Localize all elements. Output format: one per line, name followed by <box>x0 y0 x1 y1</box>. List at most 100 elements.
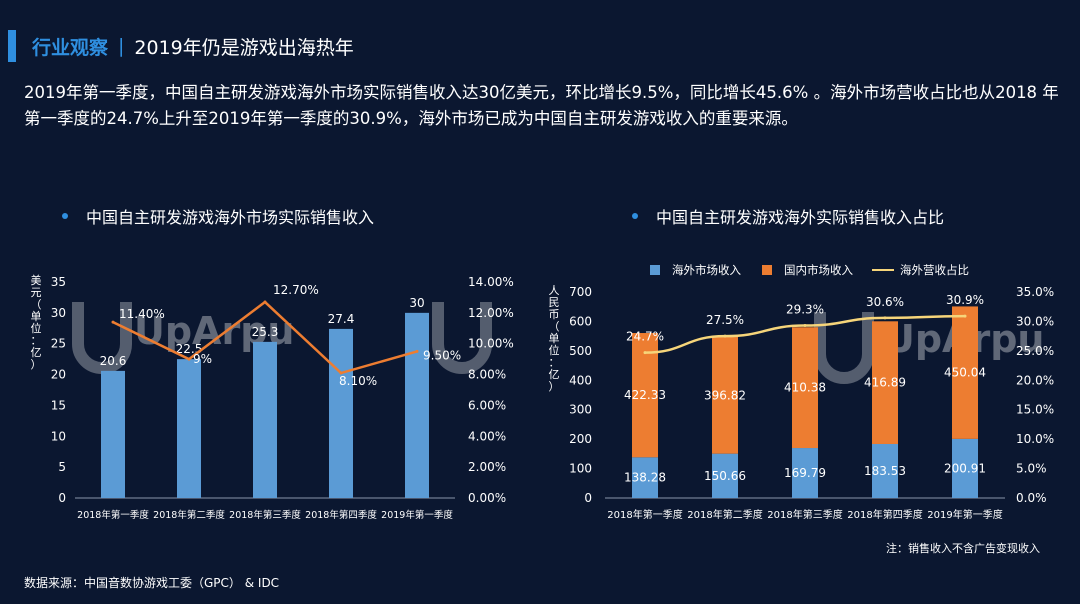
chart2-x-tick-label: 2018年第四季度 <box>847 508 922 521</box>
chart2-domestic-bar <box>712 336 738 454</box>
chart2-y-tick-label: 500 <box>569 344 592 358</box>
chart1-x-tick-label: 2018年第二季度 <box>153 509 225 521</box>
chart2-line-point <box>723 334 727 338</box>
chart1-y2-tick-label: 0.00% <box>468 491 506 505</box>
chart1-title-row: 中国自主研发游戏海外市场实际销售收入 <box>62 204 374 228</box>
legend-label: 海外市场收入 <box>672 263 741 277</box>
legend-swatch <box>762 265 772 275</box>
legend-label: 国内市场收入 <box>784 263 853 277</box>
chart2-domestic-bar <box>872 321 898 444</box>
chart1-x-tick-label: 2019年第一季度 <box>381 509 453 521</box>
chart1-bar <box>253 341 277 498</box>
chart2-title: 中国自主研发游戏海外实际销售收入占比 <box>656 208 945 227</box>
chart1-y-tick-label: 5 <box>58 460 66 474</box>
chart2-domestic-bar <box>952 306 978 439</box>
chart2-x-tick-label: 2018年第一季度 <box>607 508 682 521</box>
chart2-y-tick-label: 600 <box>569 314 592 328</box>
chart2-line-point <box>963 314 967 318</box>
chart1-line-label: 12.70% <box>273 283 319 297</box>
chart1-y2-tick-label: 4.00% <box>468 429 506 443</box>
header-tag: 行业观察 <box>32 36 109 59</box>
legend-swatch <box>650 265 660 275</box>
chart2-line-label: 24.7% <box>626 330 664 344</box>
chart1-line-point <box>111 320 115 324</box>
chart2-overseas-label: 183.53 <box>864 464 906 478</box>
chart1-title: 中国自主研发游戏海外市场实际销售收入 <box>86 208 375 227</box>
chart1-bar <box>329 328 353 498</box>
legend-label: 海外营收占比 <box>900 263 969 277</box>
chart2-y-tick-label: 300 <box>569 403 592 417</box>
chart1-y2-tick-label: 8.00% <box>468 368 506 382</box>
chart1-bar-label: 25.3 <box>252 325 279 339</box>
chart1-y2-tick-label: 10.00% <box>468 337 514 351</box>
chart1-y-tick-label: 25 <box>51 337 66 351</box>
chart2-line-point <box>643 351 647 355</box>
chart2-svg: 海外市场收入国内市场收入海外营收占比UpArpu0100200300400500… <box>549 263 1055 521</box>
chart1-y-tick-label: 35 <box>51 275 66 289</box>
chart2-line-label: 30.6% <box>866 295 904 309</box>
chart2-domestic-label: 450.04 <box>944 366 986 380</box>
chart2-overseas-label: 138.28 <box>624 471 666 485</box>
chart2-x-tick-label: 2018年第二季度 <box>687 508 762 521</box>
chart2-line-point <box>803 324 807 328</box>
chart1-y2-tick-label: 14.00% <box>468 275 514 289</box>
chart2-y2-tick-label: 20.0% <box>1016 373 1054 387</box>
watermark-logo-icon <box>72 302 132 374</box>
chart1-y-axis-label: 美元（单位：亿） <box>31 274 42 371</box>
chart1-y2-tick-label: 2.00% <box>468 460 506 474</box>
chart1-bar-label: 27.4 <box>328 312 355 326</box>
description-text: 2019年第一季度，中国自主研发游戏海外市场实际销售收入达30亿美元，环比增长9… <box>24 83 1059 128</box>
chart1-line-label: 8.10% <box>339 374 377 388</box>
page-title: 2019年仍是游戏出海热年 <box>134 36 354 59</box>
chart2-y2-tick-label: 0.0% <box>1016 491 1047 505</box>
chart2-y-tick-label: 400 <box>569 373 592 387</box>
chart2-overseas-bar <box>712 453 738 498</box>
chart2-domestic-label: 410.38 <box>784 381 826 395</box>
header-accent-bar <box>8 30 16 62</box>
data-source-footer: 数据来源：中国音数协游戏工委（GPC） & IDC <box>24 576 280 590</box>
chart2-y2-tick-label: 35.0% <box>1016 285 1054 299</box>
chart2-y2-tick-label: 30.0% <box>1016 314 1054 328</box>
chart-note: 注：销售收入不含广告变现收入 <box>886 542 1040 555</box>
watermark-logo-icon <box>814 312 874 384</box>
chart1-bar <box>177 359 201 498</box>
chart2-overseas-bar <box>792 448 818 498</box>
chart2-x-tick-label: 2019年第一季度 <box>927 508 1002 521</box>
chart2-y2-tick-label: 25.0% <box>1016 344 1054 358</box>
chart1-line-label: 11.40% <box>119 307 165 321</box>
chart1-line-point <box>339 371 343 375</box>
bullet-dot <box>632 213 638 219</box>
chart2-y-tick-label: 100 <box>569 462 592 476</box>
chart1-y2-tick-label: 6.00% <box>468 398 506 412</box>
chart2-overseas-label: 200.91 <box>944 461 986 475</box>
chart2-domestic-label: 422.33 <box>624 388 666 402</box>
chart1-line-point <box>415 349 419 353</box>
chart1-svg: UpArpu051015202530350.00%2.00%4.00%6.00%… <box>31 274 514 521</box>
chart2-domestic-label: 416.89 <box>864 376 906 390</box>
chart2-y2-tick-label: 10.0% <box>1016 432 1054 446</box>
chart1-x-tick-label: 2018年第三季度 <box>229 509 301 521</box>
chart2-overseas-bar <box>952 438 978 498</box>
bullet-dot <box>62 213 68 219</box>
chart1-bar <box>101 370 125 498</box>
chart1-y-tick-label: 20 <box>51 368 66 382</box>
chart2-overseas-label: 169.79 <box>784 466 826 480</box>
chart2-overseas-bar <box>872 443 898 498</box>
chart2-line-label: 27.5% <box>706 313 744 327</box>
chart1-line-point <box>263 300 267 304</box>
header-separator: | <box>118 35 125 57</box>
chart1-line-label: 9.50% <box>423 348 461 362</box>
chart1-y2-tick-label: 12.00% <box>468 306 514 320</box>
chart2-x-tick-label: 2018年第三季度 <box>767 508 842 521</box>
chart1-y-tick-label: 0 <box>58 491 66 505</box>
page-header: 行业观察 | 2019年仍是游戏出海热年 <box>0 28 354 64</box>
chart1-y-tick-label: 15 <box>51 398 66 412</box>
chart2-domestic-label: 396.82 <box>704 388 746 402</box>
chart1-y-tick-label: 30 <box>51 306 66 320</box>
chart2-y-tick-label: 200 <box>569 432 592 446</box>
chart2-y2-tick-label: 5.0% <box>1016 462 1047 476</box>
chart1-x-tick-label: 2018年第一季度 <box>77 509 149 521</box>
chart2-line-point <box>883 316 887 320</box>
chart2-line-label: 30.9% <box>946 293 984 307</box>
chart2-overseas-bar <box>632 457 658 498</box>
